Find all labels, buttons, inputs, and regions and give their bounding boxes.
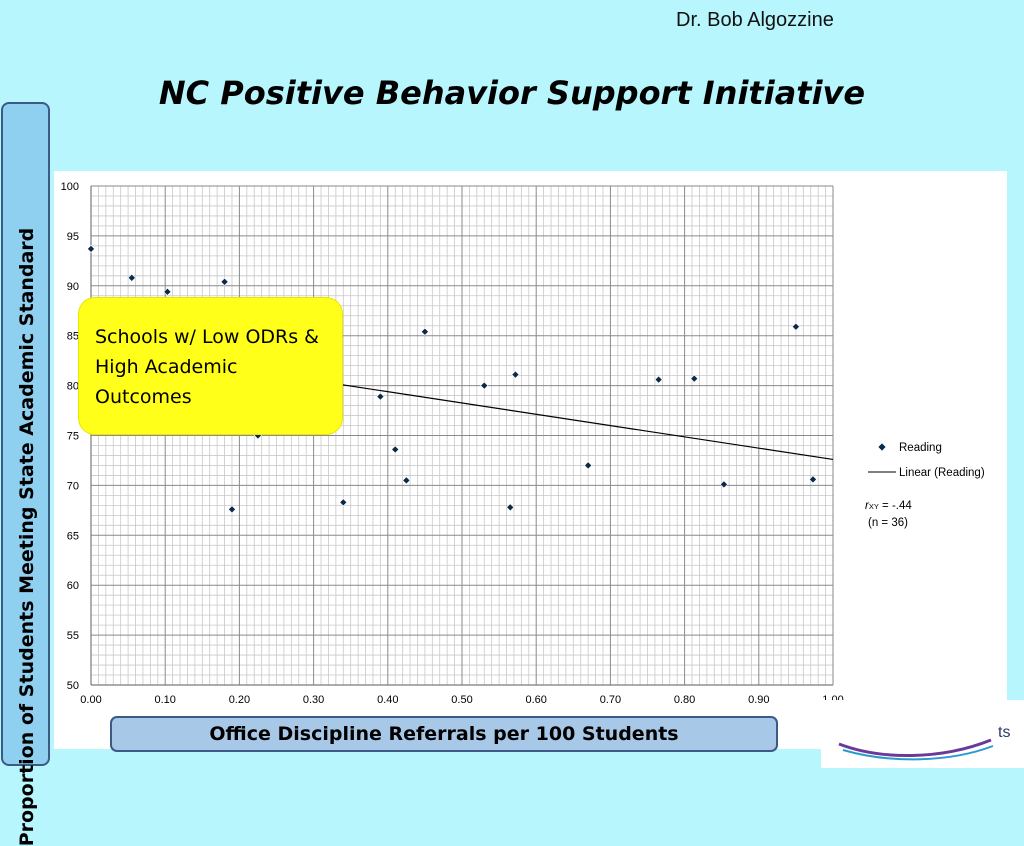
x-tick-label: 0.60	[525, 694, 546, 706]
y-tick-label: 80	[67, 381, 79, 393]
legend-label-trend: Linear (Reading)	[899, 467, 985, 479]
scatter-chart: 50 55 60 65 70 75 80 85 90 95 100 0.00 0.10 0.20 0.30…	[61, 181, 985, 706]
data-point	[391, 445, 400, 454]
sample-size-annotation: (n = 36)	[868, 517, 908, 529]
correlation-annotation: rXY = -.44	[865, 500, 912, 512]
y-tick-label: 55	[67, 630, 79, 642]
data-point	[791, 322, 800, 331]
y-tick-label: 85	[67, 331, 79, 343]
author-name: Dr. Bob Algozzine	[676, 9, 834, 31]
y-tick-label: 90	[67, 281, 79, 293]
data-point	[511, 370, 520, 379]
data-point	[227, 505, 237, 514]
x-axis-label: Office Discipline Referrals per 100 Stud…	[110, 716, 778, 752]
y-axis-label: Proportion of Students Meeting State Aca…	[16, 227, 38, 846]
logo-swoosh	[838, 738, 994, 761]
x-tick-label: 0.20	[229, 694, 250, 706]
data-point	[690, 374, 699, 383]
y-tick-label: 70	[67, 480, 79, 492]
logo: ts	[821, 700, 1024, 768]
callout-box: Schools w/ Low ODRs & High Academic Outc…	[79, 298, 342, 434]
trendline	[268, 373, 834, 461]
y-tick-label: 60	[67, 580, 79, 592]
data-point	[86, 244, 96, 253]
data-point	[376, 392, 385, 401]
data-point	[584, 461, 593, 470]
y-tick-label: 100	[61, 181, 79, 193]
legend-marker-reading	[878, 443, 886, 451]
x-tick-label: 0.80	[674, 694, 695, 706]
logo-text: ts	[998, 724, 1011, 741]
x-tick-label: 0.70	[600, 694, 621, 706]
data-point	[506, 503, 515, 512]
x-tick-label: 0.10	[154, 694, 175, 706]
data-point	[127, 273, 136, 282]
x-tick-label: 0.30	[303, 694, 324, 706]
data-point	[163, 287, 172, 296]
y-tick-label: 50	[67, 680, 79, 692]
x-tick-label: 0.00	[80, 694, 101, 706]
data-point	[719, 480, 728, 489]
data-point	[420, 327, 429, 336]
data-point	[480, 381, 489, 390]
y-tick-label: 65	[67, 530, 79, 542]
x-tick-label: 0.40	[377, 694, 398, 706]
x-tick-label: 0.90	[748, 694, 769, 706]
y-tick-label: 75	[67, 431, 79, 443]
data-point	[339, 498, 348, 507]
data-point	[654, 375, 663, 384]
data-point	[220, 277, 229, 286]
y-axis-label-box: Proportion of Students Meeting State Aca…	[1, 102, 50, 846]
legend-label-reading: Reading	[899, 442, 942, 454]
y-tick-label: 95	[67, 231, 79, 243]
data-point	[402, 476, 411, 485]
x-tick-label: 0.50	[451, 694, 472, 706]
callout-text: Schools w/ Low ODRs & High Academic Outc…	[95, 326, 319, 408]
data-point	[808, 475, 817, 484]
slide-title: NC Positive Behavior Support Initiative	[158, 74, 866, 112]
chart-panel: 50 55 60 65 70 75 80 85 90 95 100 0.00 0.10 0.20 0.30…	[54, 171, 1007, 749]
